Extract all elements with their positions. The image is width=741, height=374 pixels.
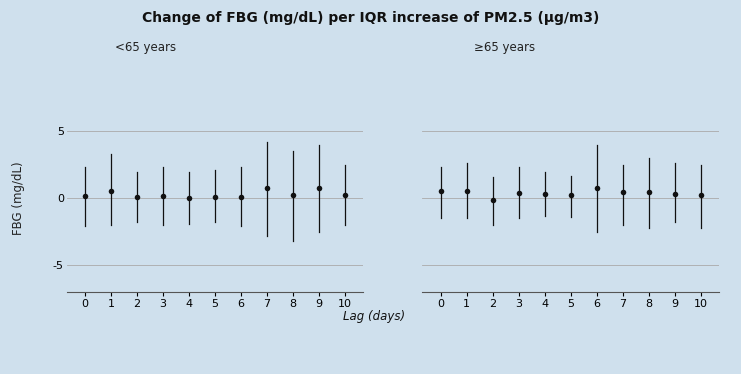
Text: <65 years: <65 years (115, 41, 176, 54)
Text: Change of FBG (mg/dL) per IQR increase of PM2.5 (μg/m3): Change of FBG (mg/dL) per IQR increase o… (142, 11, 599, 25)
Text: Lag (days): Lag (days) (343, 310, 405, 322)
Text: FBG (mg/dL): FBG (mg/dL) (12, 162, 25, 235)
Text: ≥65 years: ≥65 years (474, 41, 535, 54)
